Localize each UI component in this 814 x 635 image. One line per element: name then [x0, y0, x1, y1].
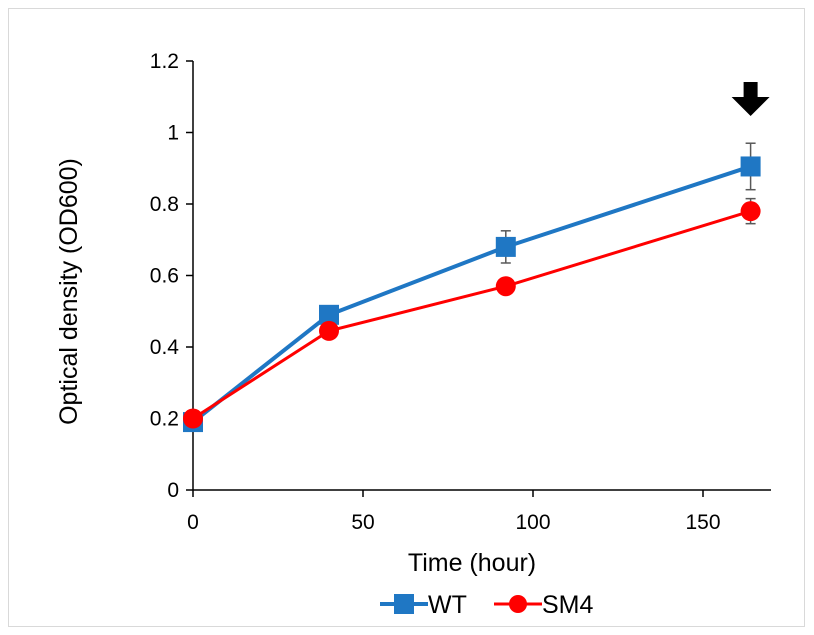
legend-marker-sm4 [509, 595, 527, 613]
y-tick-label: 1 [167, 122, 179, 145]
chart-frame [8, 8, 805, 627]
y-tick-label: 0.4 [150, 336, 180, 359]
y-tick-label: 1.2 [150, 50, 179, 73]
data-point-wt [319, 304, 339, 325]
y-tick-label: 0 [167, 479, 179, 502]
x-axis-title: Time (hour) [408, 549, 536, 577]
y-axis-title: Optical density (OD600) [55, 158, 83, 425]
series-line-wt [191, 164, 752, 424]
y-tick-label: 0.6 [150, 265, 179, 288]
series-line-sm4 [192, 209, 752, 420]
x-tick-label: 100 [515, 511, 550, 534]
x-tick-label: 50 [351, 511, 374, 534]
data-point-sm4 [740, 201, 761, 222]
data-point-sm4 [495, 276, 516, 297]
x-tick-label: 150 [685, 511, 720, 534]
y-tick-label: 0.8 [150, 193, 179, 216]
x-tick-label: 0 [187, 511, 199, 534]
legend-label-sm4: SM4 [542, 591, 594, 619]
data-point-sm4 [319, 320, 339, 341]
data-point-sm4 [183, 408, 203, 429]
y-tick-label: 0.2 [150, 408, 179, 431]
data-point-wt [740, 156, 761, 177]
legend-marker-wt [394, 594, 414, 614]
arrow-down-icon [731, 82, 770, 116]
data-point-wt [495, 236, 516, 257]
legend-label-wt: WT [428, 591, 467, 619]
